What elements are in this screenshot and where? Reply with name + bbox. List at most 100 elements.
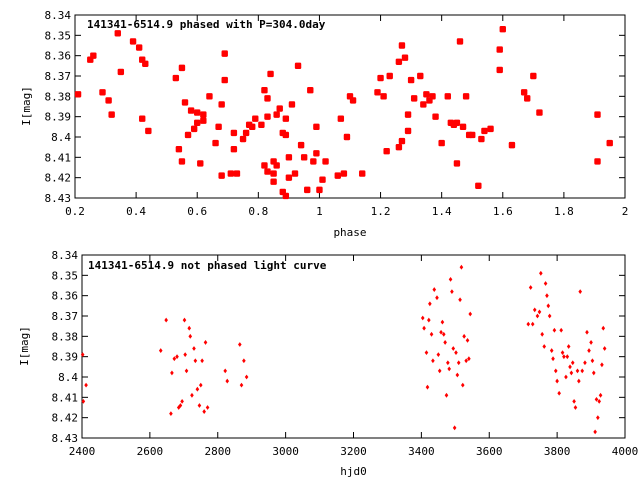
data-point xyxy=(184,131,192,139)
y-tick-label: 8.37 xyxy=(52,310,79,323)
data-point xyxy=(184,368,189,374)
data-point xyxy=(532,307,537,313)
data-point xyxy=(395,58,403,65)
data-point xyxy=(450,289,454,294)
x-tick-label: 1.8 xyxy=(554,205,574,218)
data-point xyxy=(282,192,290,200)
data-point xyxy=(577,378,581,384)
data-point xyxy=(270,178,277,185)
data-point xyxy=(322,158,329,165)
x-tick-label: 3200 xyxy=(340,445,367,458)
data-point xyxy=(202,409,206,414)
data-point xyxy=(478,135,485,143)
chart-2: 2400 2600 2800 3000 3200 3400 3600 3800 4000 8.34… xyxy=(18,249,638,478)
x-tick-label: 1.4 xyxy=(432,205,452,218)
y-tick-label: 8.34 xyxy=(52,249,79,262)
data-point xyxy=(598,392,603,398)
y-tick-label: 8.37 xyxy=(45,70,72,83)
data-point xyxy=(188,333,193,339)
data-point xyxy=(606,139,613,147)
data-point xyxy=(578,289,583,294)
data-point xyxy=(252,115,259,122)
data-point xyxy=(520,89,528,96)
data-point xyxy=(424,350,429,355)
x-tick-label: 0.6 xyxy=(187,205,207,218)
data-point xyxy=(99,89,106,96)
data-point xyxy=(600,362,604,368)
data-point xyxy=(428,301,432,307)
data-point xyxy=(398,42,406,49)
data-point xyxy=(530,72,537,80)
data-point xyxy=(74,91,82,98)
data-point xyxy=(178,403,183,408)
data-point xyxy=(261,87,268,94)
data-point xyxy=(221,76,228,84)
data-point xyxy=(593,429,597,435)
data-point xyxy=(139,115,146,122)
data-point xyxy=(223,368,228,374)
x-tick-label: 3800 xyxy=(544,445,571,458)
y-tick-label: 8.34 xyxy=(45,9,72,22)
y-tick-label: 8.43 xyxy=(52,432,79,445)
x-tick-label: 2 xyxy=(622,205,629,218)
data-point xyxy=(453,160,461,167)
x-tick-label: 3400 xyxy=(408,445,435,458)
data-point xyxy=(212,139,219,147)
data-point xyxy=(221,50,228,57)
data-point xyxy=(291,170,299,177)
data-point xyxy=(464,358,468,364)
data-point xyxy=(452,425,457,431)
data-point xyxy=(456,360,461,366)
data-point xyxy=(398,137,406,145)
data-point xyxy=(230,129,238,137)
data-point xyxy=(602,346,607,351)
data-point xyxy=(233,170,241,177)
data-point xyxy=(244,374,249,380)
data-point xyxy=(594,158,601,165)
y-tick-label: 8.4 xyxy=(58,371,78,384)
data-point xyxy=(560,350,565,355)
data-point xyxy=(190,125,198,133)
data-point xyxy=(178,64,186,72)
data-point xyxy=(594,396,599,402)
data-point xyxy=(572,399,576,404)
data-point xyxy=(227,170,235,177)
data-point xyxy=(565,354,570,360)
data-point xyxy=(193,358,198,364)
data-point xyxy=(552,327,557,333)
x-tick-label: 1.6 xyxy=(493,205,513,218)
data-point xyxy=(395,143,403,151)
data-point xyxy=(340,170,348,177)
data-point xyxy=(429,331,434,337)
data-point xyxy=(562,354,566,360)
data-point xyxy=(420,315,425,321)
data-points xyxy=(74,26,613,200)
data-point xyxy=(436,352,441,358)
data-point xyxy=(114,30,121,37)
data-points xyxy=(80,264,607,435)
data-point xyxy=(432,287,437,292)
data-point xyxy=(230,146,238,153)
data-point xyxy=(310,158,317,165)
data-point xyxy=(349,97,357,104)
chart-title: 141341-6514.9 phased with P=304.0day xyxy=(87,18,326,31)
data-point xyxy=(129,38,137,45)
x-tick-label: 1.2 xyxy=(371,205,391,218)
data-point xyxy=(420,101,427,108)
data-point xyxy=(288,101,296,108)
data-point xyxy=(508,141,516,149)
data-point xyxy=(276,105,283,112)
data-point xyxy=(175,354,179,360)
data-point xyxy=(535,313,540,319)
data-point xyxy=(307,87,314,94)
data-point xyxy=(444,392,449,398)
data-point xyxy=(249,123,256,131)
data-point xyxy=(200,117,207,124)
data-point xyxy=(285,154,293,161)
data-point xyxy=(448,277,453,282)
data-point xyxy=(316,186,323,194)
data-point xyxy=(242,358,246,364)
data-point xyxy=(273,162,280,169)
data-point xyxy=(181,99,189,106)
